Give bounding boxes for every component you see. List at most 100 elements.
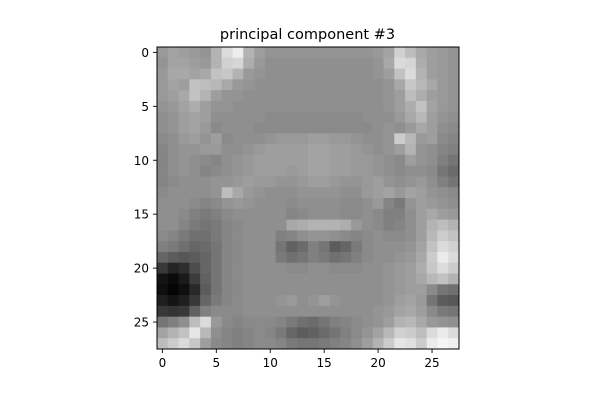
heatmap-cell	[200, 295, 212, 307]
heatmap-cell	[167, 165, 179, 177]
heatmap-cell	[243, 144, 255, 156]
heatmap-cell	[189, 230, 201, 242]
heatmap-cell	[415, 68, 428, 80]
heatmap-cell	[200, 262, 212, 274]
heatmap-cell	[264, 241, 277, 253]
heatmap-cell	[254, 219, 266, 231]
heatmap-cell	[437, 165, 449, 177]
heatmap-cell	[448, 187, 460, 199]
heatmap-cell	[340, 208, 352, 220]
heatmap-cell	[415, 133, 428, 145]
heatmap-cell	[243, 122, 255, 134]
heatmap-cell	[437, 262, 449, 274]
heatmap-cell	[200, 338, 212, 350]
heatmap-cell	[340, 122, 352, 134]
heatmap-cell	[232, 327, 244, 339]
heatmap-cell	[254, 122, 266, 134]
heatmap-cell	[297, 273, 309, 285]
heatmap-cell	[167, 208, 179, 220]
heatmap-cell	[340, 111, 352, 123]
heatmap-cell	[383, 251, 395, 264]
heatmap-cell	[297, 305, 309, 318]
heatmap-cell	[254, 198, 266, 210]
heatmap-cell	[448, 219, 460, 231]
heatmap-cell	[286, 79, 298, 91]
heatmap-cell	[351, 122, 363, 134]
heatmap-cell	[415, 208, 428, 220]
heatmap-cell	[426, 57, 438, 69]
heatmap-cell	[383, 154, 395, 167]
heatmap-cell	[157, 57, 169, 69]
heatmap-cell	[254, 338, 266, 350]
heatmap-cell	[426, 90, 438, 102]
heatmap-cell	[200, 122, 212, 134]
heatmap-cell	[254, 273, 266, 285]
heatmap-cell	[361, 327, 374, 339]
heatmap-cell	[264, 273, 277, 285]
heatmap-cell	[394, 316, 406, 328]
heatmap-cell	[297, 295, 309, 307]
heatmap-cell	[372, 79, 384, 91]
heatmap-cell	[264, 262, 277, 274]
heatmap-cell	[178, 198, 190, 210]
chart-title: principal component #3	[220, 27, 395, 43]
heatmap-cell	[308, 208, 320, 220]
heatmap-cell	[275, 305, 287, 318]
heatmap-cell	[286, 111, 298, 123]
heatmap-cell	[254, 262, 266, 274]
heatmap-cell	[264, 251, 277, 264]
heatmap-cell	[200, 305, 212, 318]
heatmap-cell	[297, 47, 309, 59]
heatmap-cell	[329, 90, 341, 102]
heatmap-cell	[308, 187, 320, 199]
heatmap-cell	[200, 100, 212, 113]
heatmap-cell	[340, 133, 352, 145]
heatmap-cell	[329, 133, 341, 145]
heatmap-cell	[361, 154, 374, 167]
heatmap-cell	[448, 154, 460, 167]
heatmap-cell	[361, 208, 374, 220]
heatmap-cell	[405, 198, 417, 210]
heatmap-cell	[254, 176, 266, 188]
heatmap-cell	[426, 230, 438, 242]
heatmap-cell	[437, 68, 449, 80]
heatmap-cell	[243, 251, 255, 264]
heatmap-cell	[254, 230, 266, 242]
heatmap-cell	[243, 165, 255, 177]
heatmap-cell	[383, 198, 395, 210]
heatmap-cell	[361, 79, 374, 91]
heatmap-cell	[340, 338, 352, 350]
heatmap-cell	[437, 273, 449, 285]
heatmap-cell	[318, 208, 330, 220]
heatmap-cell	[200, 284, 212, 296]
heatmap-cell	[210, 133, 223, 145]
heatmap-cell	[372, 262, 384, 274]
heatmap-cell	[308, 68, 320, 80]
heatmap-cell	[448, 111, 460, 123]
heatmap-cell	[200, 57, 212, 69]
heatmap-cell	[351, 90, 363, 102]
heatmap-cell	[383, 327, 395, 339]
heatmap-cell	[318, 241, 330, 253]
heatmap-cell	[189, 154, 201, 167]
heatmap-cell	[221, 230, 233, 242]
heatmap-cell	[221, 316, 233, 328]
heatmap-cell	[437, 79, 449, 91]
heatmap-cell	[221, 273, 233, 285]
heatmap-cell	[232, 316, 244, 328]
heatmap-cell	[297, 262, 309, 274]
heatmap-cell	[275, 154, 287, 167]
heatmap-cell	[318, 338, 330, 350]
heatmap-cell	[405, 219, 417, 231]
heatmap-cell	[210, 57, 223, 69]
heatmap-cell	[178, 100, 190, 113]
heatmap-cell	[318, 284, 330, 296]
heatmap-cell	[232, 122, 244, 134]
heatmap-cell	[340, 68, 352, 80]
y-tick-label: 25	[134, 316, 149, 330]
heatmap-cell	[221, 90, 233, 102]
heatmap-cell	[210, 100, 223, 113]
heatmap-cell	[383, 57, 395, 69]
heatmap-cell	[275, 57, 287, 69]
heatmap-cell	[210, 262, 223, 274]
